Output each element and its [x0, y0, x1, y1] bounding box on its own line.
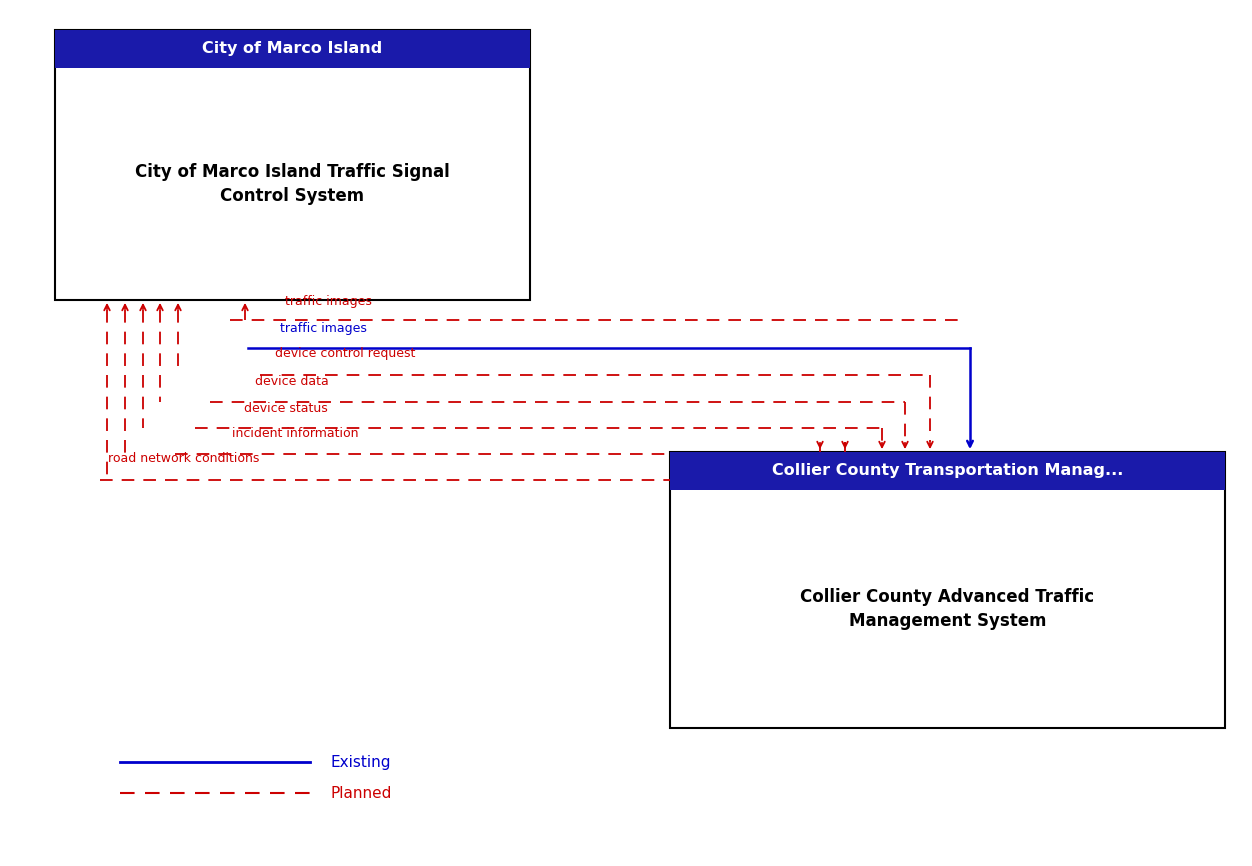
Text: traffic images: traffic images	[285, 295, 372, 308]
Bar	[55, 30, 530, 300]
Text: Existing: Existing	[331, 754, 391, 770]
Text: device status: device status	[244, 402, 328, 415]
Text: incident information: incident information	[232, 427, 358, 440]
Text: Collier County Advanced Traffic
Management System: Collier County Advanced Traffic Manageme…	[800, 588, 1094, 630]
Text: Collier County Transportation Manag...: Collier County Transportation Manag...	[771, 463, 1123, 479]
Text: traffic images: traffic images	[280, 322, 367, 335]
Bar	[670, 452, 1224, 490]
Text: device control request: device control request	[275, 347, 416, 360]
Text: Planned: Planned	[331, 785, 392, 800]
Bar	[55, 30, 530, 68]
Text: City of Marco Island Traffic Signal
Control System: City of Marco Island Traffic Signal Cont…	[135, 163, 449, 204]
Text: device data: device data	[255, 375, 329, 388]
Text: City of Marco Island: City of Marco Island	[203, 42, 383, 56]
Text: road network conditions: road network conditions	[108, 452, 259, 465]
Bar	[670, 452, 1224, 728]
